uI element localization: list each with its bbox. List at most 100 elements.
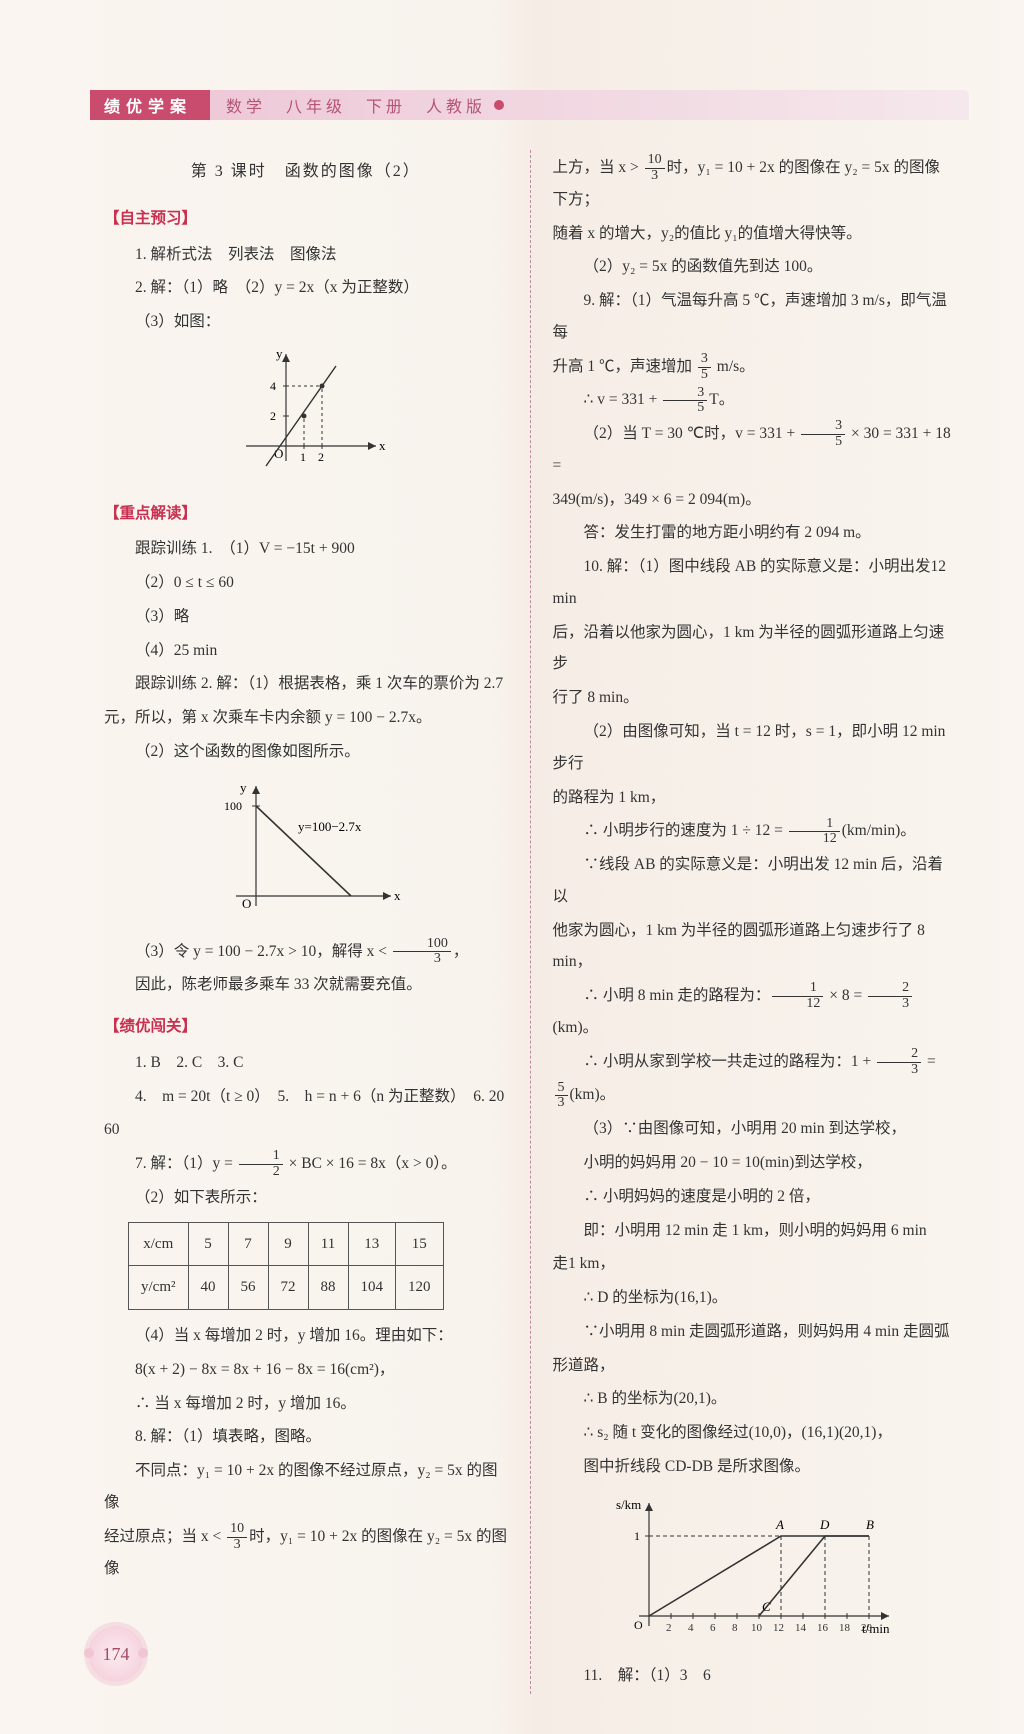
body-text: 1. B 2. C 3. C: [104, 1047, 508, 1079]
body-text: 4. m = 20t（t ≥ 0） 5. h = n + 6（n 为正整数） 6…: [104, 1081, 508, 1113]
body-text: （2）如下表所示：: [104, 1182, 508, 1214]
header-dot-icon: [494, 100, 504, 110]
section-key-points: 【重点解读】: [104, 498, 508, 530]
svg-text:D: D: [819, 1517, 830, 1532]
body-text: 11. 解：（1）3 6: [553, 1660, 956, 1692]
svg-text:1: 1: [634, 1529, 640, 1543]
section-challenge: 【绩优闯关】: [104, 1011, 508, 1043]
svg-text:2: 2: [318, 450, 324, 464]
body-text: ∴ D 的坐标为(16,1)。: [553, 1282, 956, 1314]
body-text: 图中折线段 CD-DB 是所求图像。: [553, 1451, 956, 1483]
svg-text:2: 2: [666, 1622, 672, 1634]
body-text: 1. 解析式法 列表法 图像法: [104, 239, 508, 271]
page-header: 绩优学案 数学 八年级 下册 人教版: [90, 90, 969, 120]
xy-table: x/cm579111315 y/cm²40567288104120: [128, 1222, 444, 1311]
body-text: （3）∵由图像可知，小明用 20 min 到达学校，: [553, 1113, 956, 1145]
body-text: 元，所以，第 x 次乘车卡内余额 y = 100 − 2.7x。: [104, 702, 508, 734]
brand: 绩优学案: [90, 93, 206, 117]
body-text: 随着 x 的增大，y₂的值比 y₁的值增大得快等。: [553, 218, 956, 250]
svg-text:x: x: [379, 438, 386, 453]
body-text: 7. 解：（1）y = 12 × BC × 16 = 8x（x > 0）。: [104, 1148, 508, 1180]
body-text: 走1 km，: [553, 1248, 956, 1280]
svg-text:A: A: [775, 1517, 784, 1532]
svg-text:y: y: [276, 346, 283, 361]
body-text: 9. 解：（1）气温每升高 5 ℃，声速增加 3 m/s，即气温每: [553, 285, 956, 349]
body-text: 10. 解：（1）图中线段 AB 的实际意义是：小明出发12 min: [553, 551, 956, 615]
svg-text:14: 14: [795, 1622, 807, 1634]
svg-text:B: B: [866, 1517, 874, 1532]
body-text: 因此，陈老师最多乘车 33 次就需要充值。: [104, 969, 508, 1001]
body-text: 上方，当 x > 103时，y₁ = 10 + 2x 的图像在 y₂ = 5x …: [553, 152, 956, 216]
body-text: 349(m/s)，349 × 6 = 2 094(m)。: [553, 484, 956, 516]
svg-text:s/km: s/km: [616, 1497, 641, 1512]
body-text: （4）25 min: [104, 635, 508, 667]
svg-text:4: 4: [688, 1622, 694, 1634]
body-text: （2）当 T = 30 ℃时，v = 331 + 35 × 30 = 331 +…: [553, 418, 956, 482]
svg-text:10: 10: [751, 1622, 763, 1634]
body-text: （3）令 y = 100 − 2.7x > 10，解得 x < 1003，: [104, 936, 508, 968]
svg-text:y=100−2.7x: y=100−2.7x: [298, 819, 362, 834]
body-text: ∴ 当 x 每增加 2 时，y 增加 16。: [104, 1388, 508, 1420]
page-number: 174: [103, 1644, 130, 1665]
body-text: （4）当 x 每增加 2 时，y 增加 16。理由如下：: [104, 1320, 508, 1352]
body-text: 答：发生打雷的地方距小明约有 2 094 m。: [553, 517, 956, 549]
svg-text:O: O: [242, 896, 251, 911]
svg-text:4: 4: [270, 379, 276, 393]
body-text: （3）如图：: [104, 306, 508, 338]
body-text: ∵小明用 8 min 走圆弧形道路，则妈妈用 4 min 走圆弧: [553, 1316, 956, 1348]
section-self-study: 【自主预习】: [104, 203, 508, 235]
body-text: （2）y₂ = 5x 的函数值先到达 100。: [553, 251, 956, 283]
body-text: ∵线段 AB 的实际意义是：小明出发 12 min 后，沿着以: [553, 849, 956, 913]
body-text: 即：小明用 12 min 走 1 km，则小明的妈妈用 6 min: [553, 1215, 956, 1247]
body-text: ∴ 小明步行的速度为 1 ÷ 12 = 112(km/min)。: [553, 815, 956, 847]
svg-text:16: 16: [817, 1622, 829, 1634]
body-text: 经过原点；当 x < 103时，y₁ = 10 + 2x 的图像在 y₂ = 5…: [104, 1521, 508, 1585]
graph-3: s/km t/min O 1 2 4 6 8 10 12 14 16: [553, 1491, 956, 1653]
body-text: ∴ v = 331 + 35T。: [553, 384, 956, 416]
body-text: 8. 解：（1）填表略，图略。: [104, 1421, 508, 1453]
svg-text:12: 12: [773, 1622, 784, 1634]
table-row: y/cm²40567288104120: [129, 1266, 444, 1310]
svg-text:1: 1: [300, 450, 306, 464]
body-text: 后，沿着以他家为圆心，1 km 为半径的圆弧形道路上匀速步: [553, 617, 956, 681]
body-text: ∴ 小明从家到学校一共走过的路程为：1 + 23 =: [553, 1046, 956, 1078]
body-text: 60: [104, 1114, 508, 1146]
body-text: 的路程为 1 km，: [553, 782, 956, 814]
svg-text:C: C: [762, 1599, 771, 1614]
body-text: 小明的妈妈用 20 − 10 = 10(min)到达学校，: [553, 1147, 956, 1179]
svg-text:2: 2: [270, 409, 276, 423]
body-text: 跟踪训练 2. 解：（1）根据表格，乘 1 次车的票价为 2.7: [104, 668, 508, 700]
lesson-title: 第 3 课时 函数的图像（2）: [104, 156, 508, 189]
svg-text:8: 8: [732, 1622, 738, 1634]
body-text: 形道路，: [553, 1350, 956, 1382]
body-text: 53(km)。: [553, 1079, 956, 1111]
left-column: 第 3 课时 函数的图像（2） 【自主预习】 1. 解析式法 列表法 图像法 2…: [90, 150, 530, 1694]
body-text: 他家为圆心，1 km 为半径的圆弧形道路上匀速步行了 8 min，: [553, 915, 956, 979]
svg-text:x: x: [394, 888, 401, 903]
right-column: 上方，当 x > 103时，y₁ = 10 + 2x 的图像在 y₂ = 5x …: [530, 150, 970, 1694]
svg-text:6: 6: [710, 1622, 716, 1634]
body-text: ∴ s₂ 随 t 变化的图像经过(10,0)，(16,1)(20,1)，: [553, 1417, 956, 1449]
svg-text:100: 100: [224, 799, 242, 813]
body-text: 8(x + 2) − 8x = 8x + 16 − 8x = 16(cm²)，: [104, 1354, 508, 1386]
body-text: 不同点：y₁ = 10 + 2x 的图像不经过原点，y₂ = 5x 的图像: [104, 1455, 508, 1519]
body-text: （3）略: [104, 601, 508, 633]
body-text: ∴ B 的坐标为(20,1)。: [553, 1383, 956, 1415]
body-text: （2）0 ≤ t ≤ 60: [104, 567, 508, 599]
svg-text:y: y: [240, 780, 247, 795]
page-number-badge: 174: [88, 1626, 144, 1682]
body-text: 升高 1 ℃，声速增加 35 m/s。: [553, 351, 956, 383]
graph-2: y x O 100 y=100−2.7x: [104, 776, 508, 928]
svg-text:O: O: [634, 1618, 643, 1632]
svg-text:20: 20: [861, 1622, 873, 1634]
table-row: x/cm579111315: [129, 1222, 444, 1266]
subject-info: 数学 八年级 下册 人教版: [206, 93, 486, 117]
body-text: ∴ 小明妈妈的速度是小明的 2 倍，: [553, 1181, 956, 1213]
body-text: 行了 8 min。: [553, 682, 956, 714]
body-text: （2）这个函数的图像如图所示。: [104, 736, 508, 768]
body-text: ∴ 小明 8 min 走的路程为：112 × 8 = 23(km)。: [553, 980, 956, 1044]
body-text: 2. 解：（1）略 （2）y = 2x（x 为正整数）: [104, 272, 508, 304]
svg-text:18: 18: [839, 1622, 851, 1634]
graph-1: x y O 2 4 1 2: [104, 346, 508, 488]
body-text: 跟踪训练 1. （1）V = −15t + 900: [104, 533, 508, 565]
